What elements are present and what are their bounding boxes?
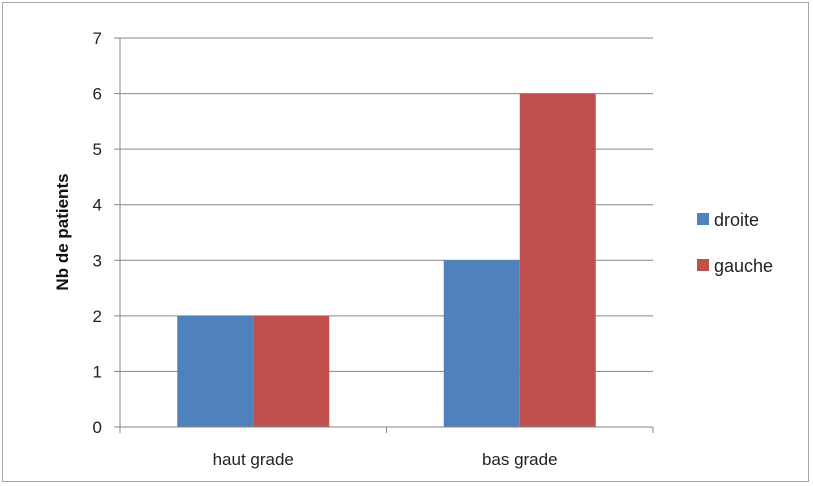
legend-item-gauche: gauche [697,256,773,276]
legend-item-droite: droite [697,210,759,230]
legend-label: gauche [714,256,773,276]
y-tick-label: 5 [93,140,102,159]
bar-gauche-haut-grade [253,315,330,427]
legend-label: droite [714,210,759,230]
legend-swatch [697,213,709,225]
x-tick-label: bas grade [482,450,558,469]
legend: droite gauche [697,210,773,276]
bar-gauche-bas-grade [519,93,596,428]
y-tick-label: 4 [93,196,102,215]
y-tick-label: 7 [93,29,102,48]
axes [114,37,654,433]
y-tick-label: 1 [93,362,102,381]
y-axis-ticks: 0 1 2 3 4 5 6 7 [93,29,102,437]
legend-swatch [697,259,709,271]
y-tick-label: 2 [93,307,102,326]
bar-droite-bas-grade [443,260,520,427]
x-tick-label: haut grade [213,450,294,469]
y-tick-label: 3 [93,251,102,270]
y-tick-label: 6 [93,85,102,104]
x-axis-ticks: haut grade bas grade [213,450,558,469]
bar-droite-haut-grade [177,315,254,427]
y-tick-label: 0 [93,418,102,437]
bars [177,93,596,428]
y-axis-title: Nb de patients [53,173,72,290]
